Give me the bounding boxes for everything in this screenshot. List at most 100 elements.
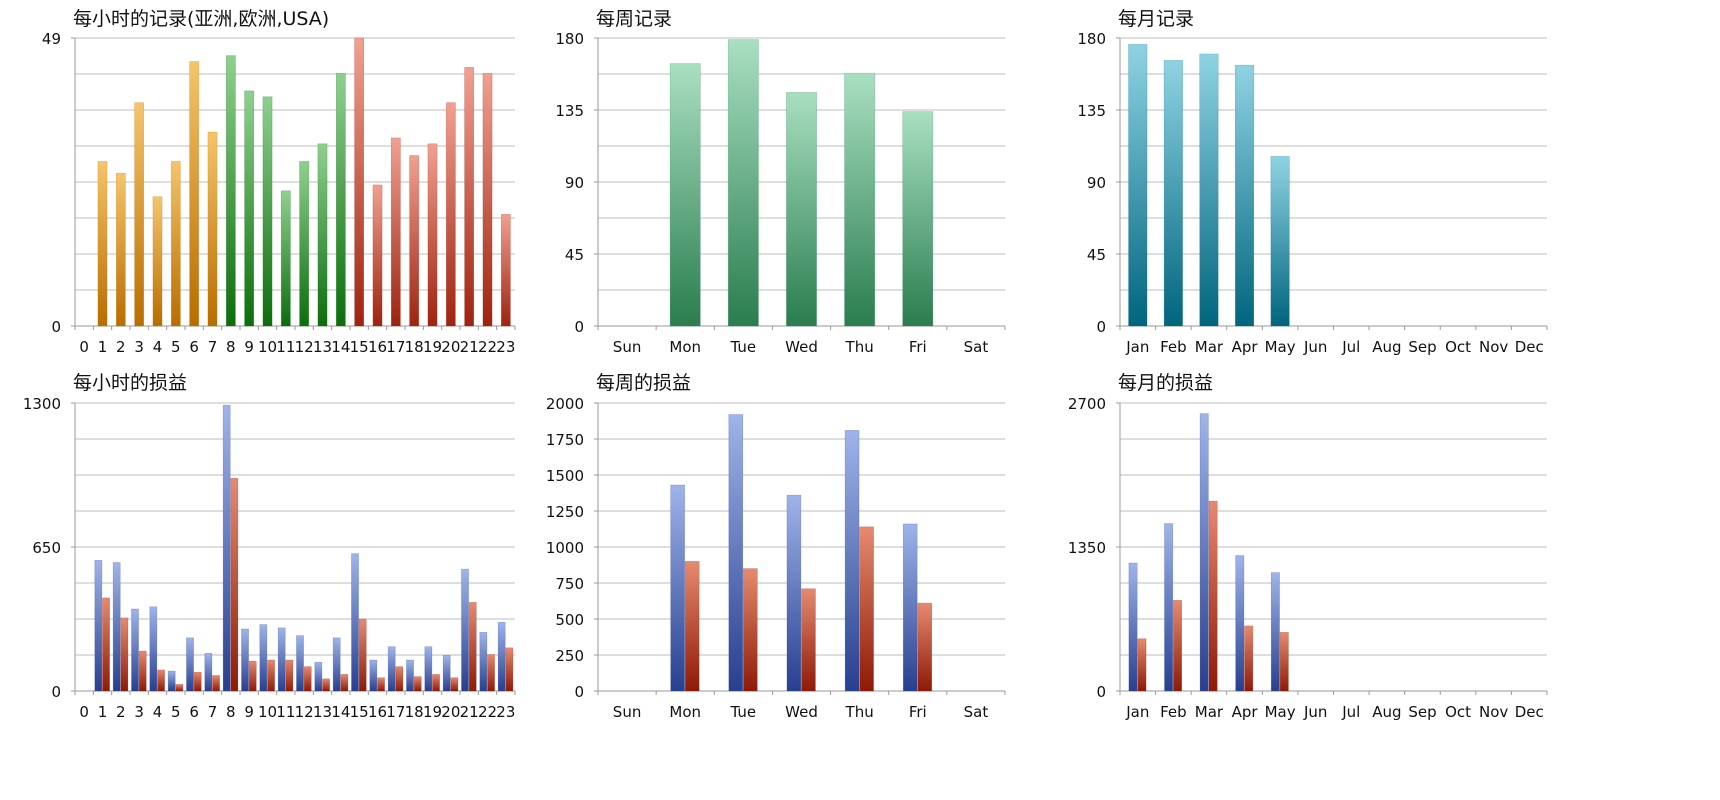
y-tick-label: 180: [555, 30, 584, 48]
x-tick-label: Thu: [845, 338, 874, 356]
bar-23-s1: [497, 622, 506, 692]
y-tick-label: 1000: [546, 539, 584, 557]
bar-Tue-s2: [743, 568, 758, 692]
bar-16: [372, 184, 383, 327]
bar-8-s2: [230, 478, 239, 692]
bar-Jan-s2: [1137, 638, 1147, 692]
x-tick-label: May: [1265, 703, 1296, 721]
x-tick-label: Sat: [964, 703, 989, 721]
y-tick-label: 90: [1087, 174, 1106, 192]
y-tick-label: 0: [1096, 683, 1106, 701]
bar-3: [134, 102, 145, 327]
x-tick-label: Sep: [1408, 338, 1436, 356]
x-tick-label: Mon: [669, 703, 701, 721]
x-tick-label: Apr: [1232, 338, 1259, 356]
bar-20: [445, 102, 456, 327]
x-tick-label: Apr: [1232, 703, 1259, 721]
bar-Fri-s2: [917, 602, 933, 692]
bar-10: [262, 96, 273, 327]
y-tick-label: 49: [42, 30, 61, 48]
x-tick-label: Dec: [1515, 703, 1544, 721]
y-tick-label: 1300: [23, 395, 61, 413]
x-tick-label: Sep: [1408, 703, 1436, 721]
y-tick-label: 750: [555, 575, 584, 593]
bar-19-s2: [432, 674, 440, 692]
bar-11: [280, 190, 291, 327]
x-tick-label: Wed: [785, 338, 818, 356]
x-tick-label: Feb: [1160, 703, 1187, 721]
x-tick-label: 8: [226, 703, 236, 721]
y-tick-label: 250: [555, 647, 584, 665]
x-tick-label: Fri: [909, 338, 927, 356]
bar-19: [427, 143, 438, 327]
bar-1: [97, 161, 108, 327]
y-tick-label: 90: [565, 174, 584, 192]
chart-panel-3: 每月记录 0 45 90 135 180 Jan Feb Mar Apr May Jun Jul Aug S…: [1077, 8, 1548, 356]
x-tick-label: 18: [405, 338, 424, 356]
y-tick-label: 180: [1077, 30, 1106, 48]
bar-Thu: [844, 72, 876, 327]
bar-May: [1270, 156, 1290, 327]
chart-panel-5: 每周的损益 0 250 500 750 1000 1250 1500 1750 2000 Sun Mo…: [546, 372, 1006, 721]
x-tick-label: 11: [276, 338, 295, 356]
bar-Thu-s2: [859, 526, 874, 692]
chart-title: 每小时的记录(亚洲,欧洲,USA): [73, 8, 329, 30]
bar-5: [170, 161, 181, 327]
y-tick-label: 1250: [546, 503, 584, 521]
bar-12-s2: [303, 666, 312, 692]
bar-Mon-s2: [684, 561, 700, 692]
bar-Fri: [902, 111, 934, 327]
bar-10-s2: [267, 659, 275, 692]
x-tick-label: 23: [496, 338, 515, 356]
x-tick-label: 15: [350, 338, 369, 356]
bar-14-s2: [340, 674, 349, 692]
x-tick-label: Sat: [964, 338, 989, 356]
x-tick-label: 11: [276, 703, 295, 721]
bar-14: [335, 72, 346, 327]
x-tick-label: 10: [258, 703, 277, 721]
x-tick-label: 19: [423, 338, 442, 356]
bar-7-s1: [204, 653, 213, 692]
x-tick-label: 9: [244, 703, 254, 721]
bar-9-s1: [241, 628, 249, 692]
bar-6: [189, 61, 200, 327]
bar-15-s1: [351, 553, 359, 692]
bar-4-s2: [157, 669, 165, 692]
bar-Jan: [1128, 44, 1148, 327]
x-tick-label: 22: [478, 703, 497, 721]
chart-title: 每月的损益: [1118, 372, 1213, 394]
bar-Apr: [1234, 64, 1255, 327]
x-tick-label: 7: [208, 338, 218, 356]
x-tick-label: May: [1265, 338, 1296, 356]
bar-16-s1: [369, 659, 378, 692]
bar-12: [299, 161, 310, 327]
x-tick-label: Aug: [1372, 703, 1401, 721]
bar-14-s1: [332, 637, 341, 692]
bar-18-s1: [406, 659, 414, 692]
bar-5-s2: [175, 684, 184, 692]
bar-22-s2: [487, 654, 495, 692]
bar-Feb-s2: [1173, 600, 1182, 692]
y-tick-label: 0: [574, 318, 584, 336]
y-tick-label: 1500: [546, 467, 584, 485]
x-tick-label: 1: [98, 703, 108, 721]
y-tick-label: 0: [51, 683, 61, 701]
bar-22-s1: [479, 631, 488, 692]
x-tick-label: 0: [79, 338, 89, 356]
y-tick-label: 2700: [1068, 395, 1106, 413]
y-tick-label: 650: [32, 539, 61, 557]
bar-Apr-s2: [1244, 625, 1254, 692]
x-tick-label: 17: [386, 338, 405, 356]
bar-Wed-s2: [801, 588, 816, 692]
x-tick-label: 20: [441, 338, 460, 356]
y-tick-label: 135: [555, 102, 584, 120]
bar-4: [152, 196, 163, 327]
bar-13-s1: [314, 661, 323, 692]
x-tick-label: Feb: [1160, 338, 1187, 356]
bar-5-s1: [167, 670, 176, 692]
x-tick-label: Mar: [1195, 338, 1224, 356]
x-tick-label: 6: [189, 338, 199, 356]
bar-Mar-s1: [1199, 413, 1209, 692]
bar-7-s2: [212, 675, 220, 692]
